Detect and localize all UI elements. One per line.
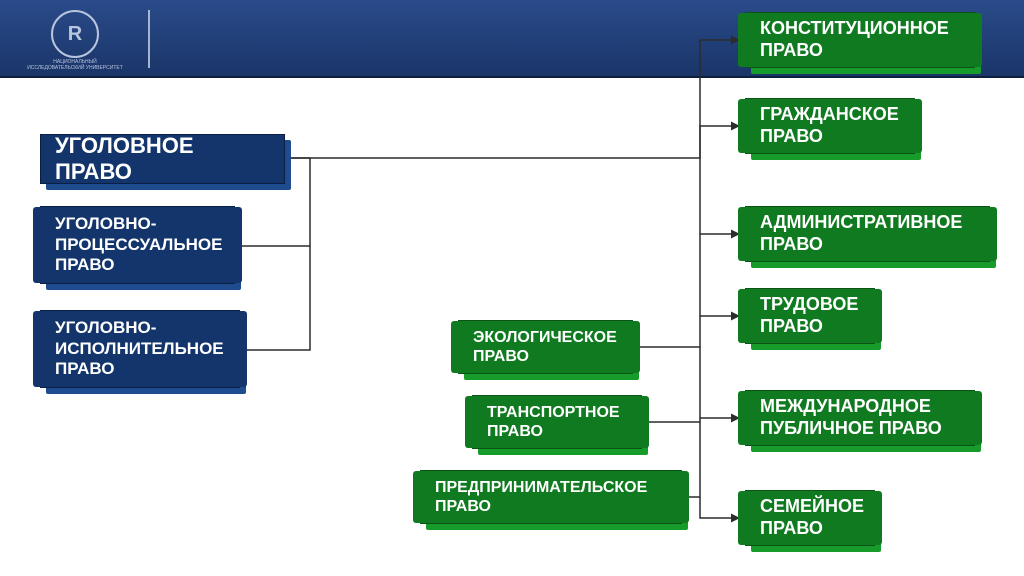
node-r5: МЕЖДУНАРОДНОЕ ПУБЛИЧНОЕ ПРАВО <box>745 390 975 446</box>
node-r4: ТРУДОВОЕ ПРАВО <box>745 288 875 344</box>
node-r2: ГРАЖДАНСКОЕ ПРАВО <box>745 98 915 154</box>
node-label: АДМИНИСТРАТИВНОЕ ПРАВО <box>760 212 962 255</box>
node-label: ТРАНСПОРТНОЕ ПРАВО <box>487 403 620 441</box>
node-r1: КОНСТИТУЦИОННОЕ ПРАВО <box>745 12 975 68</box>
node-label: УГОЛОВНО- ИСПОЛНИТЕЛЬНОЕ ПРАВО <box>55 318 224 379</box>
header-divider <box>148 10 150 68</box>
node-label: ТРУДОВОЕ ПРАВО <box>760 294 858 337</box>
node-label: ЭКОЛОГИЧЕСКОЕ ПРАВО <box>473 328 617 366</box>
node-c3: ПРЕДПРИНИМАТЕЛЬСКОЕ ПРАВО <box>420 470 682 524</box>
connector-line <box>240 246 310 350</box>
logo: R НАЦИОНАЛЬНЫЙ ИССЛЕДОВАТЕЛЬСКИЙ УНИВЕРС… <box>25 10 125 71</box>
node-r3: АДМИНИСТРАТИВНОЕ ПРАВО <box>745 206 990 262</box>
connector-line <box>635 316 700 347</box>
node-c2: ТРАНСПОРТНОЕ ПРАВО <box>472 395 642 449</box>
node-label: КОНСТИТУЦИОННОЕ ПРАВО <box>760 18 949 61</box>
logo-letter: R <box>68 23 82 46</box>
node-label: ПРЕДПРИНИМАТЕЛЬСКОЕ ПРАВО <box>435 478 647 516</box>
connector-line <box>700 497 740 518</box>
connector-line <box>700 347 740 418</box>
connector-line <box>647 418 700 422</box>
node-main: УГОЛОВНОЕ ПРАВО <box>40 134 285 184</box>
connector-line <box>700 126 740 158</box>
node-lp2: УГОЛОВНО- ИСПОЛНИТЕЛЬНОЕ ПРАВО <box>40 310 240 388</box>
node-label: СЕМЕЙНОЕ ПРАВО <box>760 496 864 539</box>
node-c1: ЭКОЛОГИЧЕСКОЕ ПРАВО <box>458 320 633 374</box>
node-label: УГОЛОВНО- ПРОЦЕССУАЛЬНОЕ ПРАВО <box>55 214 222 275</box>
connector-line <box>700 158 740 234</box>
node-label: МЕЖДУНАРОДНОЕ ПУБЛИЧНОЕ ПРАВО <box>760 396 942 439</box>
connector-line <box>700 234 740 316</box>
logo-subtext: НАЦИОНАЛЬНЫЙ ИССЛЕДОВАТЕЛЬСКИЙ УНИВЕРСИТ… <box>25 60 125 71</box>
node-label: ГРАЖДАНСКОЕ ПРАВО <box>760 104 899 147</box>
logo-badge: R <box>51 10 99 58</box>
node-r6: СЕМЕЙНОЕ ПРАВО <box>745 490 875 546</box>
node-lp1: УГОЛОВНО- ПРОЦЕССУАЛЬНОЕ ПРАВО <box>40 206 235 284</box>
